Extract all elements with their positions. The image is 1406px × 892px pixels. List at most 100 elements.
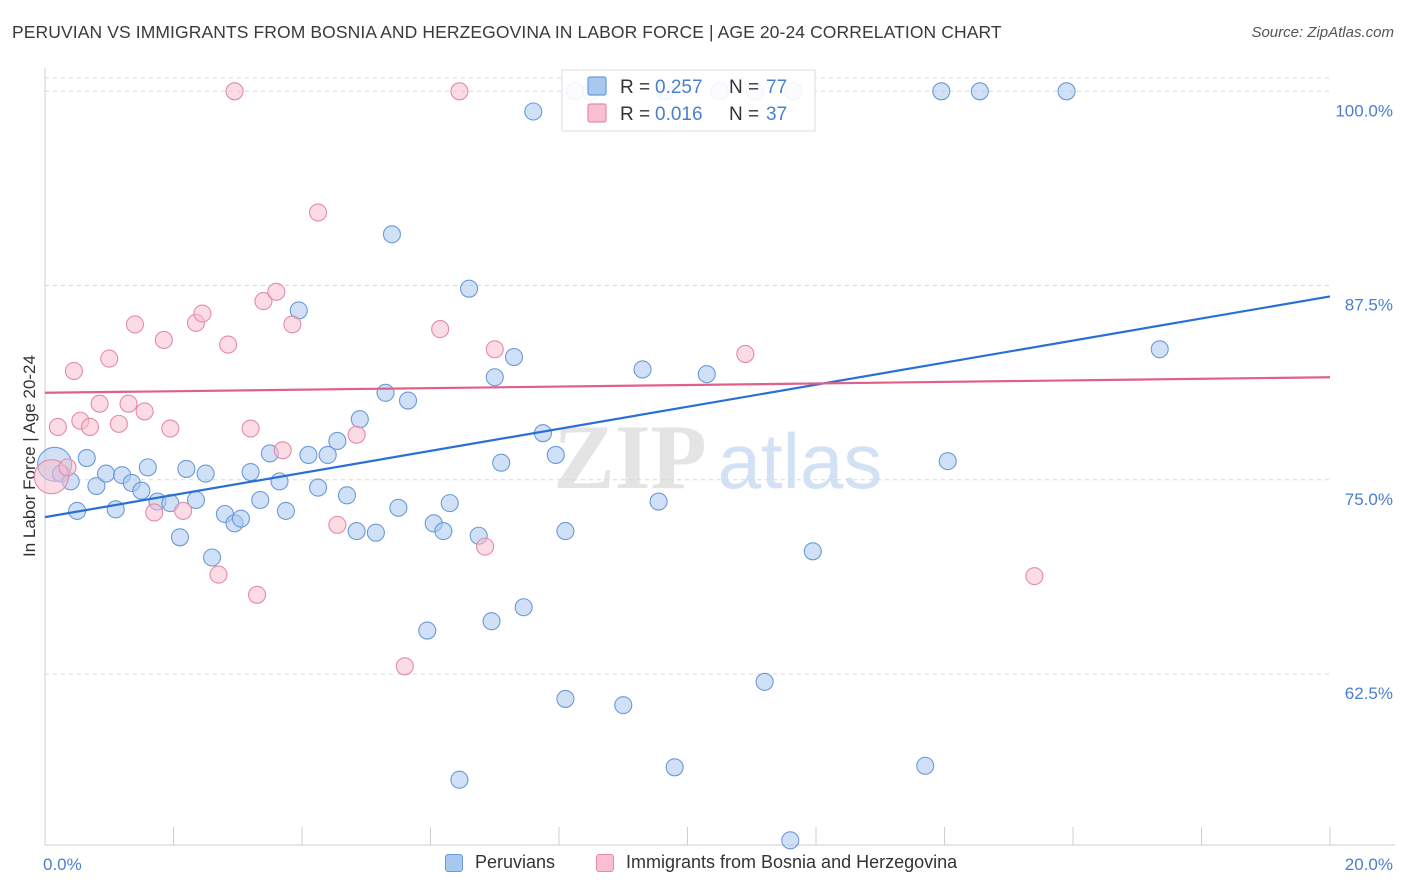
bosnia-point xyxy=(241,419,260,438)
bosnia-point xyxy=(209,565,228,584)
peruvian-point xyxy=(309,478,328,497)
bosnia-trendline xyxy=(44,376,1331,394)
peruvian-point xyxy=(347,522,366,541)
bosnia-point xyxy=(58,458,77,477)
peruvian-point xyxy=(376,383,395,402)
bosnia-point xyxy=(736,344,755,363)
peruvian-point xyxy=(170,528,189,547)
bosnia-point xyxy=(119,394,138,413)
legend-r-label: R = xyxy=(620,104,650,125)
bosnia-point xyxy=(225,82,244,101)
bosnia-point xyxy=(247,585,267,604)
peruvian-point xyxy=(633,360,652,379)
y-tick-label: 75.0% xyxy=(1345,490,1393,509)
peruvian-point xyxy=(450,770,469,789)
bosnia-point xyxy=(100,349,119,368)
peruvian-point xyxy=(231,509,251,528)
peruvian-point xyxy=(546,445,565,464)
bosnia-point xyxy=(431,320,450,339)
bosnia-point xyxy=(254,292,273,311)
peruvian-point xyxy=(196,464,215,483)
peruvian-point xyxy=(434,522,453,541)
bosnia-point xyxy=(309,203,328,222)
peruvian-point xyxy=(504,347,524,367)
peruvian-point xyxy=(276,501,295,520)
peruvian-point xyxy=(318,445,337,464)
legend-swatch-blue xyxy=(445,853,463,872)
peruvian-point xyxy=(138,458,157,477)
peruvian-point xyxy=(970,82,989,101)
source-credit: Source: ZipAtlas.com xyxy=(1251,24,1394,41)
legend-n-label: N = xyxy=(729,77,759,98)
bottom-legend: Peruvians Immigrants from Bosnia and Her… xyxy=(0,852,1406,878)
peruvian-point xyxy=(697,365,716,384)
legend-label-bosnia: Immigrants from Bosnia and Herzegovina xyxy=(626,852,958,872)
y-tick-label: 100.0% xyxy=(1335,101,1393,120)
chart-title: PERUVIAN VS IMMIGRANTS FROM BOSNIA AND H… xyxy=(12,22,1002,42)
watermark-atlas: atlas xyxy=(718,417,883,505)
peruvian-trendline xyxy=(44,295,1331,519)
peruvian-point xyxy=(382,225,402,244)
bosnia-point xyxy=(90,394,109,413)
bosnia-point xyxy=(125,315,144,334)
bosnia-point xyxy=(64,361,83,381)
legend-item-bosnia[interactable]: Immigrants from Bosnia and Herzegovina xyxy=(596,852,957,873)
peruvian-point xyxy=(932,82,951,101)
peruvian-point xyxy=(96,464,116,483)
peruvian-point xyxy=(87,476,106,496)
peruvian-point xyxy=(251,490,270,510)
peruvian-point xyxy=(781,831,800,850)
peruvian-point xyxy=(938,452,957,471)
legend-n-label: N = xyxy=(729,104,759,125)
peruvian-point xyxy=(485,368,504,387)
peruvian-point xyxy=(492,453,511,472)
legend-r-value: 0.257 xyxy=(655,77,703,98)
peruvian-point xyxy=(1150,340,1169,359)
x-tick-label: 0.0% xyxy=(43,855,82,874)
bosnia-point xyxy=(395,657,414,676)
peruvian-point xyxy=(482,612,501,631)
bosnia-point xyxy=(174,501,193,520)
peruvian-point xyxy=(132,481,151,500)
legend-item-peruvians[interactable]: Peruvians xyxy=(445,852,555,873)
bosnia-point xyxy=(161,419,180,438)
bosnia-point xyxy=(135,402,154,421)
legend-swatch-blue xyxy=(587,76,607,96)
bosnia-point xyxy=(154,330,173,350)
bosnia-point xyxy=(328,515,347,534)
legend-n-value: 37 xyxy=(766,104,787,125)
bosnia-point xyxy=(273,441,292,460)
peruvian-point xyxy=(389,498,408,517)
bosnia-point xyxy=(219,335,238,354)
peruvian-point xyxy=(459,279,479,298)
peruvian-point xyxy=(440,494,459,513)
legend-label-peruvians: Peruvians xyxy=(475,852,556,872)
bosnia-point xyxy=(1025,567,1044,586)
peruvian-point xyxy=(556,522,575,541)
peruvian-point xyxy=(350,410,369,429)
peruvian-point xyxy=(418,621,437,640)
peruvian-point xyxy=(803,542,822,561)
peruvian-point xyxy=(177,459,196,478)
bosnia-point xyxy=(193,304,212,323)
peruvian-point xyxy=(514,598,533,617)
peruvian-point xyxy=(299,445,318,464)
peruvian-point xyxy=(241,462,260,482)
watermark-zip: ZIP xyxy=(553,406,706,508)
peruvian-point xyxy=(337,486,357,505)
legend-r-label: R = xyxy=(620,77,650,98)
peruvian-point xyxy=(614,696,633,715)
bosnia-point xyxy=(476,537,495,556)
bosnia-point xyxy=(267,282,286,301)
peruvian-point xyxy=(649,492,668,511)
bosnia-point xyxy=(109,414,128,433)
peruvian-point xyxy=(398,391,418,410)
peruvian-point xyxy=(328,431,347,451)
peruvian-point xyxy=(524,102,543,121)
peruvian-point xyxy=(755,672,774,691)
peruvian-point xyxy=(77,449,96,468)
bosnia-point xyxy=(145,503,164,522)
legend-n-value: 77 xyxy=(766,77,787,98)
peruvian-point xyxy=(366,523,385,542)
